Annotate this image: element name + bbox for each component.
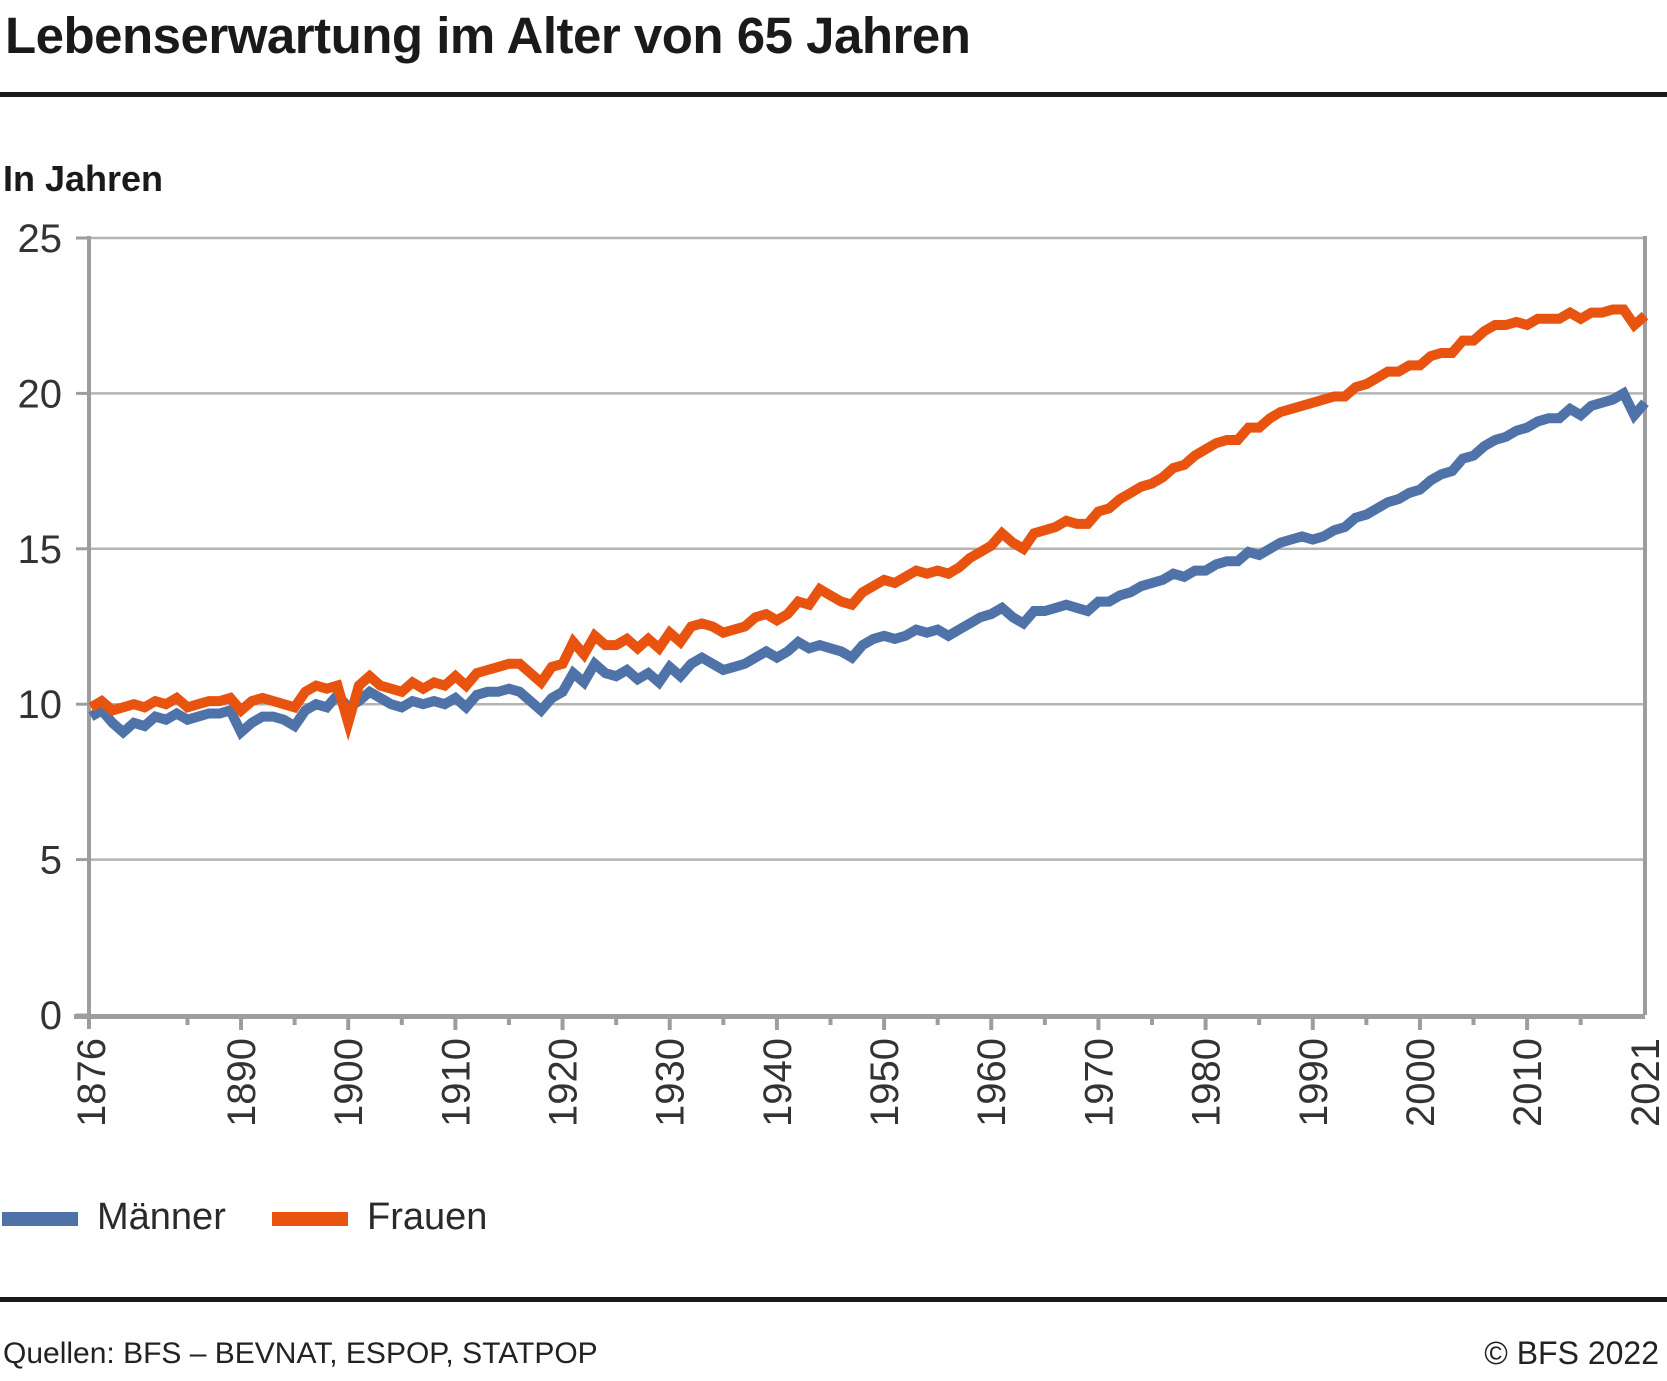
x-tick-label: 1890 (220, 1038, 264, 1127)
legend-label-frauen: Frauen (367, 1196, 488, 1238)
legend-swatch-maenner (2, 1212, 78, 1226)
y-tick-label: 20 (18, 372, 63, 416)
x-tick-label: 1990 (1292, 1038, 1336, 1127)
legend-label-maenner: Männer (97, 1196, 226, 1238)
y-tick-label: 25 (18, 217, 63, 261)
x-tick-label: 1940 (756, 1038, 800, 1127)
legend: Männer Frauen (0, 1196, 1667, 1244)
x-tick-label: 1920 (542, 1038, 586, 1127)
y-tick-label: 5 (40, 839, 62, 883)
x-tick-label: 1900 (327, 1038, 371, 1127)
x-tick-label: 2000 (1399, 1038, 1443, 1127)
series-line-frauen (88, 304, 1649, 741)
series-line-maenner (88, 386, 1649, 741)
y-axis-unit-label: In Jahren (3, 158, 164, 199)
x-tick-label: 1950 (863, 1038, 907, 1127)
x-tick-label: 1960 (970, 1038, 1014, 1127)
x-tick-label: 1910 (434, 1038, 478, 1127)
x-tick-label: 1876 (70, 1038, 114, 1127)
title-divider (0, 92, 1667, 97)
legend-swatch-frauen (272, 1212, 348, 1226)
page-title: Lebenserwartung im Alter von 65 Jahren (5, 7, 971, 64)
x-tick-label: 2021 (1624, 1038, 1667, 1127)
y-tick-label: 15 (18, 528, 63, 572)
x-tick-label: 2010 (1506, 1038, 1550, 1127)
x-tick-label: 1970 (1077, 1038, 1121, 1127)
y-tick-label: 10 (18, 683, 63, 727)
copyright-text: © BFS 2022 (1484, 1335, 1659, 1371)
footer-divider (0, 1297, 1667, 1302)
x-tick-label: 1980 (1185, 1038, 1229, 1127)
sources-text: Quellen: BFS – BEVNAT, ESPOP, STATPOP (3, 1337, 598, 1370)
y-tick-label: 0 (40, 994, 62, 1038)
x-tick-label: 1930 (649, 1038, 693, 1127)
